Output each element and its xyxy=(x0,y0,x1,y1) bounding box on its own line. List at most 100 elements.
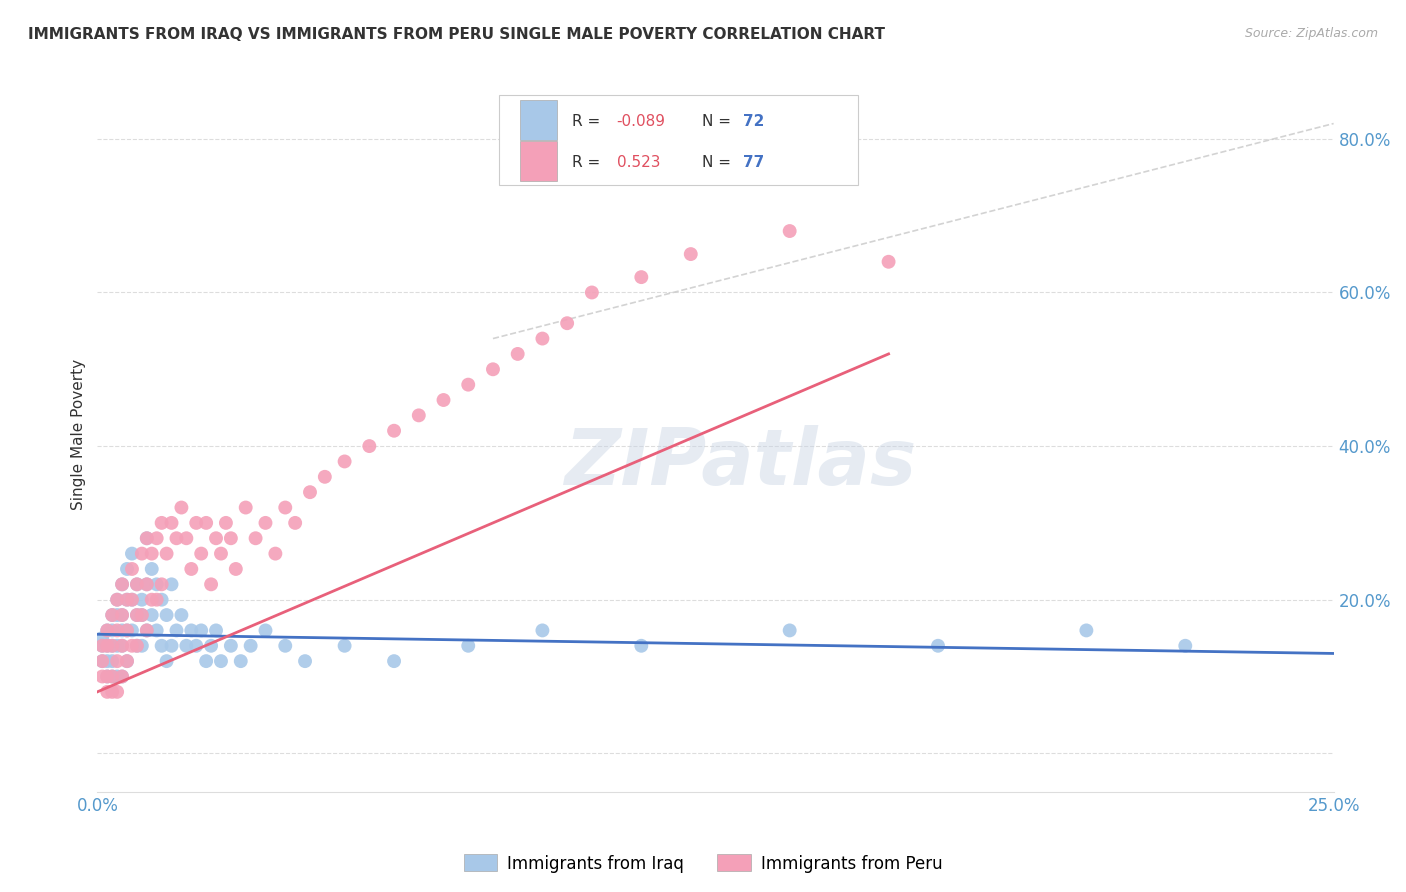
Point xyxy=(115,592,138,607)
Text: Source: ZipAtlas.com: Source: ZipAtlas.com xyxy=(1244,27,1378,40)
Point xyxy=(96,654,118,668)
Point xyxy=(155,654,177,668)
Point xyxy=(155,547,177,561)
Point xyxy=(457,377,479,392)
Point xyxy=(186,639,208,653)
Point xyxy=(166,624,188,638)
Point xyxy=(531,624,554,638)
Point xyxy=(333,454,356,468)
Point xyxy=(274,500,297,515)
Point xyxy=(101,639,124,653)
Point xyxy=(432,392,454,407)
Point xyxy=(96,669,118,683)
Point xyxy=(150,516,173,530)
Point xyxy=(111,624,134,638)
Point xyxy=(264,547,287,561)
Point xyxy=(115,624,138,638)
Point xyxy=(115,624,138,638)
Point xyxy=(111,577,134,591)
Point xyxy=(145,577,167,591)
Point xyxy=(195,654,218,668)
Point xyxy=(382,424,405,438)
Point xyxy=(91,639,114,653)
Point xyxy=(254,624,277,638)
Point xyxy=(111,669,134,683)
Point xyxy=(105,639,128,653)
Point xyxy=(101,639,124,653)
Text: 0.523: 0.523 xyxy=(617,155,659,170)
FancyBboxPatch shape xyxy=(499,95,858,185)
Point xyxy=(131,639,153,653)
Point xyxy=(96,669,118,683)
Point xyxy=(131,608,153,623)
Text: -0.089: -0.089 xyxy=(617,114,665,129)
Point xyxy=(105,685,128,699)
Point xyxy=(141,608,163,623)
Point xyxy=(115,592,138,607)
Point xyxy=(219,531,242,545)
Point xyxy=(135,531,157,545)
Point xyxy=(91,639,114,653)
Point xyxy=(155,608,177,623)
Point xyxy=(200,577,222,591)
Point xyxy=(254,516,277,530)
Point xyxy=(131,608,153,623)
Point xyxy=(145,531,167,545)
FancyBboxPatch shape xyxy=(520,100,557,139)
Point xyxy=(779,224,801,238)
Point xyxy=(506,347,529,361)
Point xyxy=(135,577,157,591)
Point xyxy=(176,639,198,653)
Point xyxy=(274,639,297,653)
FancyBboxPatch shape xyxy=(520,141,557,180)
Point xyxy=(115,654,138,668)
Point xyxy=(111,639,134,653)
Text: R =: R = xyxy=(572,114,605,129)
Point xyxy=(101,654,124,668)
Text: 72: 72 xyxy=(742,114,763,129)
Text: N =: N = xyxy=(702,114,735,129)
Point xyxy=(195,516,218,530)
Point xyxy=(141,592,163,607)
Point xyxy=(150,639,173,653)
Point xyxy=(135,531,157,545)
Point xyxy=(284,516,307,530)
Point xyxy=(166,531,188,545)
Point xyxy=(186,516,208,530)
Point xyxy=(225,562,247,576)
Point xyxy=(125,608,148,623)
Point xyxy=(209,654,232,668)
Point xyxy=(101,608,124,623)
Point xyxy=(382,654,405,668)
Point xyxy=(298,485,321,500)
Point xyxy=(209,547,232,561)
Point xyxy=(145,592,167,607)
Point xyxy=(125,639,148,653)
Point xyxy=(160,516,183,530)
Point xyxy=(111,608,134,623)
Point xyxy=(581,285,603,300)
Point xyxy=(359,439,381,453)
Point xyxy=(101,685,124,699)
Point xyxy=(145,624,167,638)
Point xyxy=(235,500,257,515)
Point xyxy=(91,669,114,683)
Point xyxy=(180,624,202,638)
Point xyxy=(105,592,128,607)
Point xyxy=(121,547,143,561)
Point xyxy=(180,562,202,576)
Point xyxy=(101,669,124,683)
Point xyxy=(121,592,143,607)
Text: R =: R = xyxy=(572,155,610,170)
Point xyxy=(101,608,124,623)
Point xyxy=(101,624,124,638)
Point xyxy=(190,624,212,638)
Point xyxy=(482,362,505,376)
Point xyxy=(150,577,173,591)
Point xyxy=(927,639,949,653)
Text: 77: 77 xyxy=(742,155,763,170)
Point xyxy=(91,654,114,668)
Point xyxy=(457,639,479,653)
Point xyxy=(125,577,148,591)
Point xyxy=(121,592,143,607)
